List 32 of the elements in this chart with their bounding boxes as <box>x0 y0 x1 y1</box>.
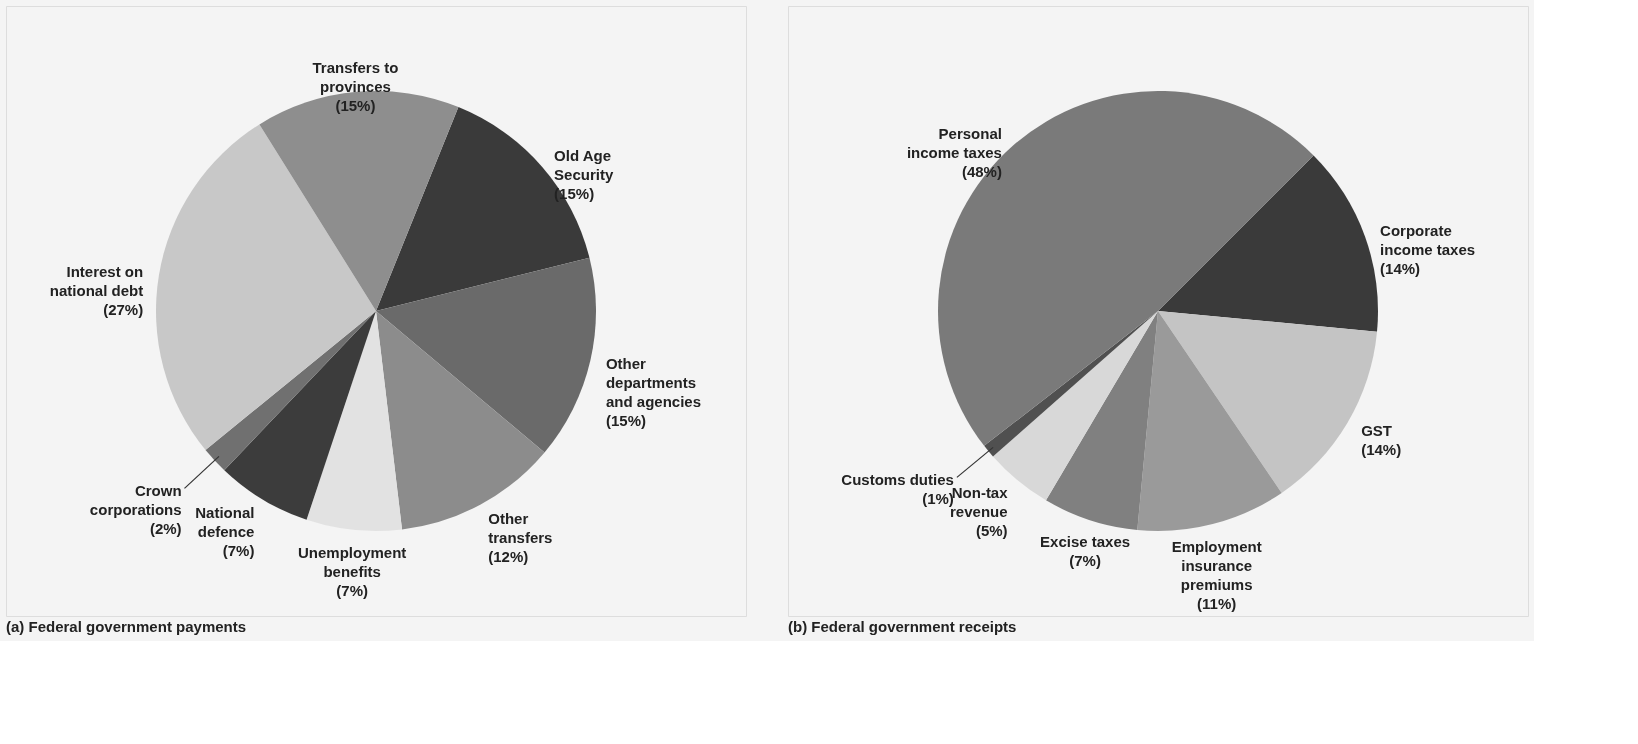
pie-slice <box>306 311 403 531</box>
data-label: (2%) <box>149 520 182 538</box>
slice-label: Corporate income taxes <box>1380 222 1476 259</box>
slice-label: Customs duties <box>841 470 954 488</box>
data-label: (7%) <box>336 581 368 599</box>
slice-label: Transfers to provinces <box>312 58 399 95</box>
slice-label: Other departments and agencies <box>605 355 701 411</box>
data-label: (7%) <box>222 542 255 560</box>
slice-label: Crown corporations <box>89 482 182 519</box>
slice-label: Personal income taxes <box>906 124 1002 161</box>
data-label: (11%) <box>1197 594 1237 612</box>
slice-label: Interest on national debt <box>49 263 144 300</box>
pie-slice <box>156 124 376 451</box>
text: (b) Federal government receipts <box>788 618 1017 635</box>
text: (a) Federal government payments <box>6 618 247 635</box>
slice-label: GST <box>1361 422 1392 440</box>
data-label: (27%) <box>103 301 144 319</box>
pie-slice <box>1137 311 1282 531</box>
slice-label: Other transfers <box>488 509 553 546</box>
pie-slice <box>1158 155 1378 332</box>
slice-label: Unemployment benefits <box>297 543 407 580</box>
data-label: (14%) <box>1380 260 1421 278</box>
slice-label: Old Age Security <box>554 147 614 184</box>
slice-label: National defence <box>195 504 255 541</box>
data-label: (15%) <box>605 412 646 430</box>
data-label: (12%) <box>488 547 529 565</box>
slice-label: Excise taxes <box>1040 533 1131 551</box>
data-label: (14%) <box>1361 441 1402 459</box>
slice-label: Employment insurance premiums <box>1171 537 1262 593</box>
data-label: (5%) <box>975 521 1008 539</box>
data-label: (15%) <box>335 96 376 114</box>
data-label: (7%) <box>1069 552 1101 570</box>
